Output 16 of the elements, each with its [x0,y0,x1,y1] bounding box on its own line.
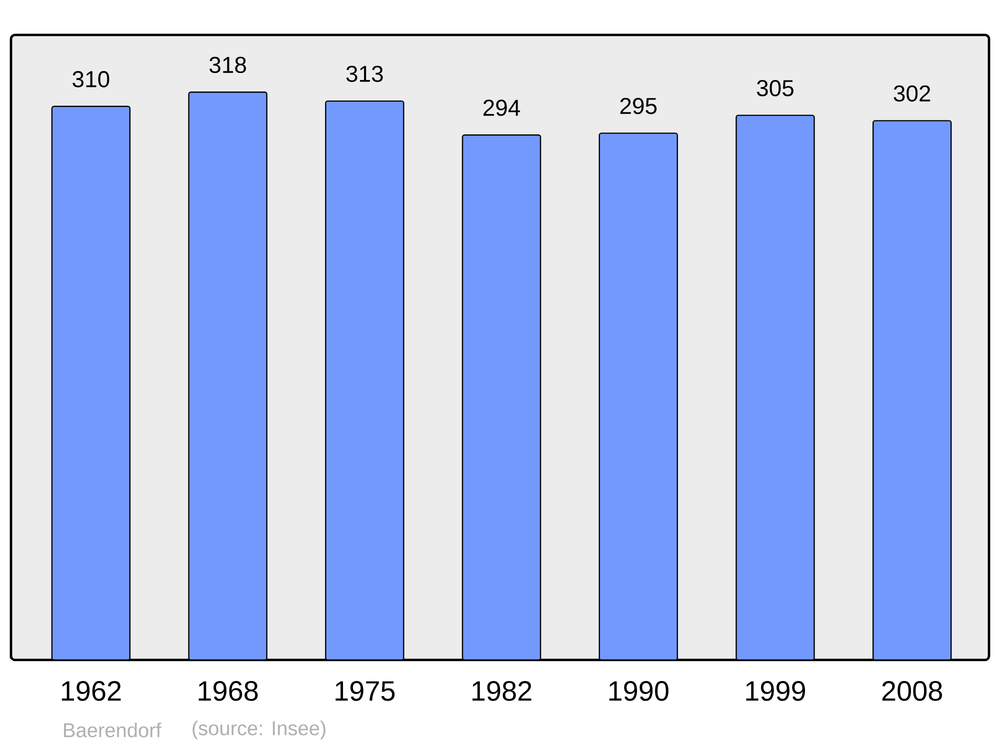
x-tick-label: 2008 [882,681,942,701]
data-label: 295 [620,98,657,114]
data-label: 313 [346,66,383,82]
data-label: 302 [894,85,930,102]
x-tick-label: 1962 [62,681,121,701]
data-label: 318 [209,56,246,74]
text: (source: Insee) [192,720,326,740]
x-tick-label: 1982 [472,681,532,701]
text: Baerendorf [64,722,162,738]
data-label: 294 [483,100,520,116]
data-label: 305 [756,80,794,96]
x-tick-label: 1990 [609,681,668,701]
x-tick-label: 1968 [198,681,258,701]
data-label: 310 [72,71,110,88]
x-tick-label: 1999 [746,681,806,701]
x-tick-label: 1975 [336,681,395,701]
